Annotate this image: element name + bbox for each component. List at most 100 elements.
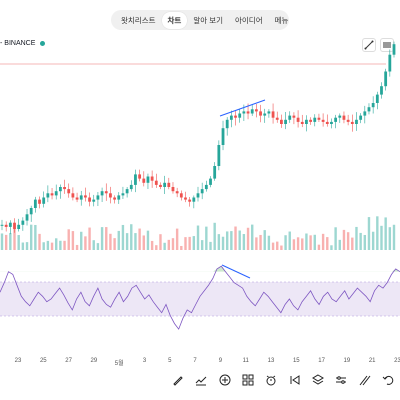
volume-bar	[255, 237, 258, 250]
trendline-tool-icon[interactable]	[362, 38, 376, 52]
candle-body	[21, 220, 25, 225]
volume-bar	[180, 245, 183, 250]
candle-body	[309, 119, 312, 122]
replay-icon[interactable]	[287, 372, 303, 388]
candle-body	[238, 113, 242, 118]
rsi-band	[0, 282, 400, 316]
volume-bar	[46, 240, 50, 250]
symbol-label: - BINANCE	[0, 40, 36, 47]
brush-icon[interactable]	[170, 372, 186, 388]
volume-bar	[296, 237, 300, 250]
trendline-price[interactable]	[219, 99, 266, 117]
volume-bar	[359, 232, 362, 250]
volume-bar	[188, 236, 191, 250]
candle-body	[138, 174, 142, 179]
candle-body	[121, 193, 125, 196]
volume-bar	[175, 228, 179, 250]
candle-body	[75, 197, 79, 200]
volume-bar	[25, 242, 29, 250]
candle-body	[275, 117, 279, 120]
candle-body	[150, 176, 154, 181]
tab-watchlist[interactable]: 왓치리스트	[121, 15, 156, 25]
tab-chart[interactable]: 차트	[161, 11, 188, 29]
volume-bar	[9, 233, 12, 250]
candle-body	[259, 111, 262, 116]
volume-bar	[371, 231, 375, 250]
tab-explore[interactable]: 알아 보기	[193, 15, 223, 25]
candle-body	[300, 121, 304, 124]
candle-body	[71, 193, 75, 198]
candle-body	[346, 119, 350, 122]
volume-bar	[242, 234, 246, 250]
volume-bar	[205, 226, 208, 250]
layers-icon[interactable]	[310, 372, 326, 388]
candle-body	[229, 115, 233, 120]
volume-bar	[321, 233, 325, 250]
candle-body	[50, 193, 54, 196]
volume-bar	[88, 227, 91, 250]
candle-body	[100, 191, 104, 196]
candle-body	[17, 224, 21, 229]
candle-body	[134, 174, 137, 185]
settings-sliders-icon[interactable]	[333, 372, 349, 388]
candle-body	[142, 178, 146, 183]
candle-body	[330, 121, 333, 124]
candle-body	[46, 193, 50, 198]
tab-ideas[interactable]: 아이디어	[235, 15, 263, 25]
volume-bar	[334, 227, 337, 250]
layers-grid-icon[interactable]	[240, 372, 256, 388]
trendline-rsi[interactable]	[221, 264, 251, 279]
x-tick-label: 29	[90, 358, 98, 364]
candle-body	[167, 182, 171, 187]
volume-bar	[246, 227, 250, 250]
volume-bar	[251, 224, 254, 250]
candle-body	[263, 113, 267, 116]
volume-bar	[355, 226, 358, 250]
volume-bar	[34, 224, 37, 250]
indicator-icon[interactable]	[193, 372, 209, 388]
candle-body	[154, 180, 158, 185]
x-tick-label: 3	[142, 358, 147, 364]
tab-menu[interactable]: 메뉴	[274, 15, 289, 25]
volume-group	[0, 216, 396, 250]
alarm-icon[interactable]	[263, 372, 279, 388]
candle-body	[392, 44, 396, 55]
volume-bar	[125, 233, 129, 250]
volume-bar	[363, 234, 367, 250]
volume-bar	[21, 242, 25, 250]
candle-body	[375, 94, 379, 103]
volume-bar	[17, 235, 20, 250]
x-tick-label: 27	[65, 358, 72, 364]
candle-body	[305, 119, 308, 124]
rsi-overbought-fill	[0, 266, 400, 272]
symbol-header[interactable]: - BINANCE	[0, 40, 46, 47]
volume-bar	[92, 240, 95, 250]
volume-bar	[376, 216, 379, 250]
plus-icon[interactable]	[217, 372, 233, 388]
volume-bar	[234, 226, 237, 250]
volume-bar	[221, 236, 225, 250]
candle-body	[88, 197, 91, 202]
price-chart[interactable]	[0, 0, 400, 355]
candle-body	[171, 187, 175, 192]
undo-icon[interactable]	[380, 372, 396, 388]
volume-bar	[84, 236, 87, 250]
candle-body	[221, 128, 225, 145]
volume-bar	[4, 234, 8, 250]
draw-tools-icon[interactable]	[357, 372, 373, 388]
x-tick-label: 17	[318, 358, 325, 364]
volume-bar	[217, 234, 221, 250]
volume-bar	[55, 238, 58, 250]
volume-bar	[276, 241, 279, 250]
volume-bar	[38, 233, 41, 250]
candle-body	[192, 197, 196, 202]
rsi-line	[0, 265, 400, 330]
volume-bar	[392, 224, 396, 250]
candle-body	[109, 193, 112, 198]
x-tick-label: 9	[218, 358, 223, 364]
candle-body	[38, 199, 41, 204]
candle-body	[63, 187, 66, 190]
volume-bar	[346, 232, 350, 250]
volume-bar	[200, 240, 204, 250]
candle-body	[188, 199, 192, 202]
